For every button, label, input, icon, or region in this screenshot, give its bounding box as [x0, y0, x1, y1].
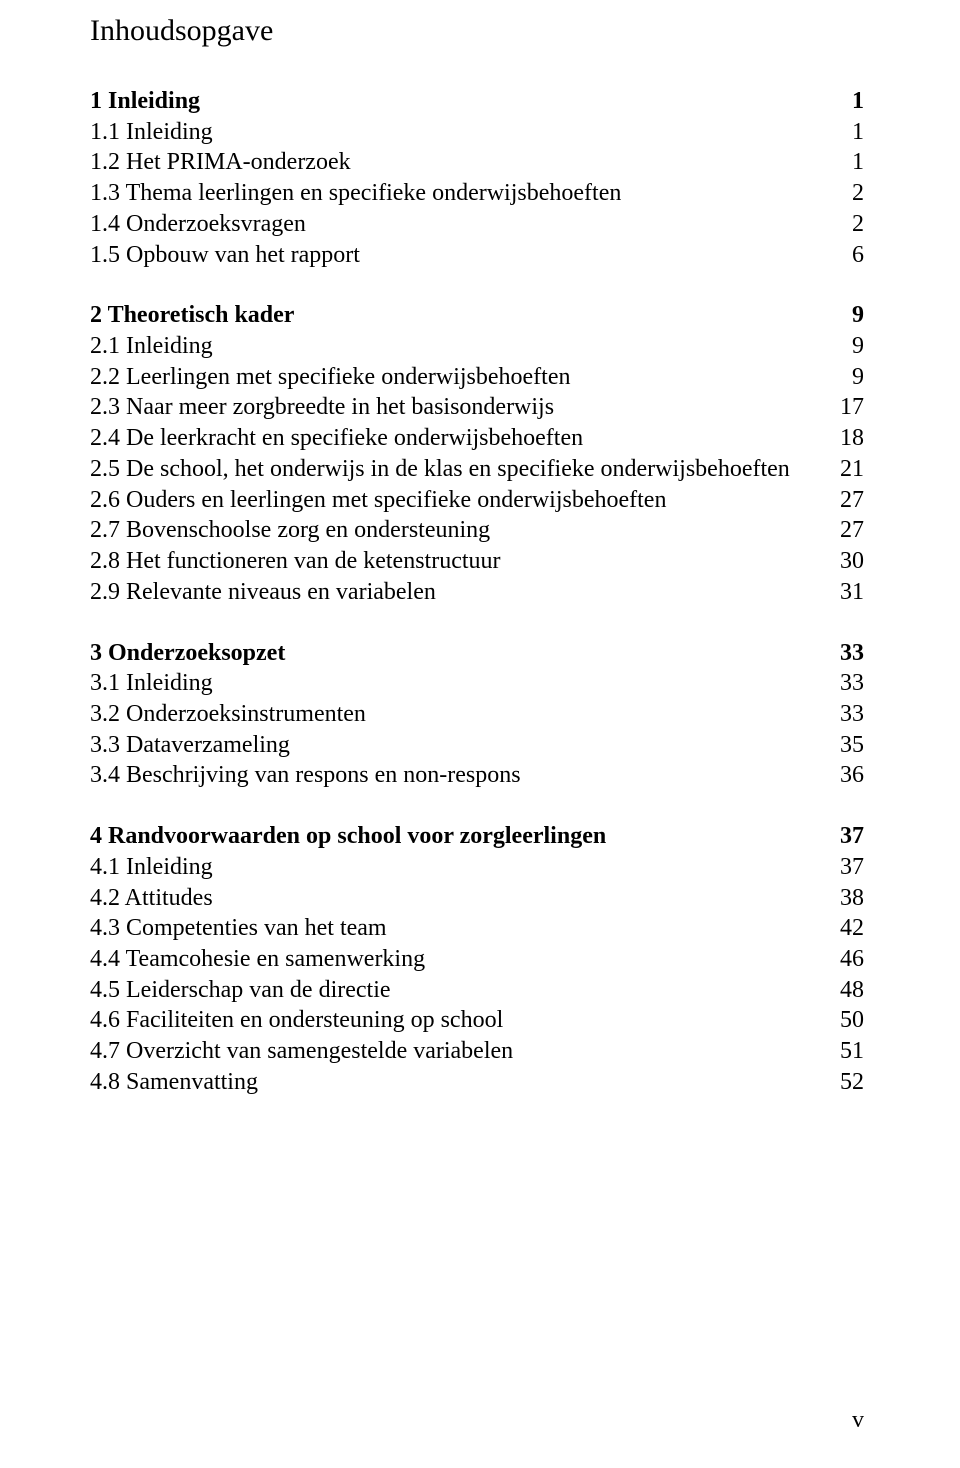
toc-item-row: 4.1 Inleiding37 [90, 852, 864, 883]
toc-section: 4 Randvoorwaarden op school voor zorglee… [90, 821, 864, 1097]
toc-item-label: 1.5 Opbouw van het rapport [90, 240, 824, 271]
toc-item-page: 21 [824, 454, 864, 485]
toc-item-label: 4.8 Samenvatting [90, 1067, 824, 1098]
toc-item-label: 4.1 Inleiding [90, 852, 824, 883]
toc-item-page: 35 [824, 730, 864, 761]
document-page: Inhoudsopgave 1 Inleiding11.1 Inleiding1… [0, 0, 960, 1468]
toc-item-row: 4.8 Samenvatting52 [90, 1067, 864, 1098]
toc-item-label: 4.7 Overzicht van samengestelde variabel… [90, 1036, 824, 1067]
toc-item-row: 3.1 Inleiding33 [90, 668, 864, 699]
toc-item-row: 1.3 Thema leerlingen en specifieke onder… [90, 178, 864, 209]
toc-heading-row: 2 Theoretisch kader9 [90, 300, 864, 331]
toc-heading-page: 37 [824, 821, 864, 852]
toc-item-label: 2.9 Relevante niveaus en variabelen [90, 577, 824, 608]
toc-item-page: 46 [824, 944, 864, 975]
toc-item-page: 17 [824, 392, 864, 423]
toc-item-page: 36 [824, 760, 864, 791]
toc-item-page: 18 [824, 423, 864, 454]
toc-item-row: 2.4 De leerkracht en specifieke onderwij… [90, 423, 864, 454]
toc-item-row: 2.6 Ouders en leerlingen met specifieke … [90, 485, 864, 516]
toc-item-label: 2.6 Ouders en leerlingen met specifieke … [90, 485, 824, 516]
toc-item-page: 31 [824, 577, 864, 608]
toc-heading-row: 3 Onderzoeksopzet33 [90, 638, 864, 669]
toc-item-label: 2.3 Naar meer zorgbreedte in het basison… [90, 392, 824, 423]
toc-item-label: 4.6 Faciliteiten en ondersteuning op sch… [90, 1005, 824, 1036]
toc-item-label: 2.4 De leerkracht en specifieke onderwij… [90, 423, 824, 454]
toc-item-page: 27 [824, 485, 864, 516]
toc-section: 1 Inleiding11.1 Inleiding11.2 Het PRIMA-… [90, 86, 864, 270]
toc-item-row: 1.5 Opbouw van het rapport6 [90, 240, 864, 271]
toc-item-label: 3.4 Beschrijving van respons en non-resp… [90, 760, 824, 791]
toc-item-row: 3.2 Onderzoeksinstrumenten33 [90, 699, 864, 730]
toc-item-page: 1 [824, 147, 864, 178]
toc-item-label: 4.5 Leiderschap van de directie [90, 975, 824, 1006]
toc-item-row: 2.8 Het functioneren van de ketenstructu… [90, 546, 864, 577]
toc-item-page: 2 [824, 209, 864, 240]
toc-item-row: 2.9 Relevante niveaus en variabelen31 [90, 577, 864, 608]
toc-item-row: 3.4 Beschrijving van respons en non-resp… [90, 760, 864, 791]
toc-item-row: 4.6 Faciliteiten en ondersteuning op sch… [90, 1005, 864, 1036]
toc-item-label: 2.7 Bovenschoolse zorg en ondersteuning [90, 515, 824, 546]
toc-item-label: 4.2 Attitudes [90, 883, 824, 914]
toc-item-row: 1.4 Onderzoeksvragen2 [90, 209, 864, 240]
toc-heading-page: 9 [824, 300, 864, 331]
toc-item-page: 27 [824, 515, 864, 546]
toc-item-page: 33 [824, 699, 864, 730]
toc-item-label: 2.1 Inleiding [90, 331, 824, 362]
toc-item-row: 4.3 Competenties van het team42 [90, 913, 864, 944]
table-of-contents: 1 Inleiding11.1 Inleiding11.2 Het PRIMA-… [90, 86, 864, 1098]
toc-item-page: 38 [824, 883, 864, 914]
toc-item-row: 2.3 Naar meer zorgbreedte in het basison… [90, 392, 864, 423]
toc-item-row: 1.1 Inleiding1 [90, 117, 864, 148]
toc-heading-row: 4 Randvoorwaarden op school voor zorglee… [90, 821, 864, 852]
toc-heading-label: 1 Inleiding [90, 86, 824, 117]
toc-heading-label: 2 Theoretisch kader [90, 300, 824, 331]
toc-item-label: 4.3 Competenties van het team [90, 913, 824, 944]
toc-item-label: 2.8 Het functioneren van de ketenstructu… [90, 546, 824, 577]
toc-item-row: 2.1 Inleiding9 [90, 331, 864, 362]
toc-item-row: 4.5 Leiderschap van de directie48 [90, 975, 864, 1006]
toc-item-label: 1.3 Thema leerlingen en specifieke onder… [90, 178, 824, 209]
toc-heading-label: 3 Onderzoeksopzet [90, 638, 824, 669]
toc-item-page: 9 [824, 331, 864, 362]
toc-item-row: 2.5 De school, het onderwijs in de klas … [90, 454, 864, 485]
toc-heading-page: 1 [824, 86, 864, 117]
toc-item-page: 1 [824, 117, 864, 148]
toc-item-row: 2.2 Leerlingen met specifieke onderwijsb… [90, 362, 864, 393]
toc-item-row: 4.7 Overzicht van samengestelde variabel… [90, 1036, 864, 1067]
toc-item-page: 52 [824, 1067, 864, 1098]
toc-item-page: 6 [824, 240, 864, 271]
page-number-footer: v [852, 1407, 864, 1434]
toc-item-label: 3.1 Inleiding [90, 668, 824, 699]
toc-item-label: 3.3 Dataverzameling [90, 730, 824, 761]
toc-item-page: 50 [824, 1005, 864, 1036]
toc-item-row: 2.7 Bovenschoolse zorg en ondersteuning2… [90, 515, 864, 546]
toc-item-label: 4.4 Teamcohesie en samenwerking [90, 944, 824, 975]
toc-heading-row: 1 Inleiding1 [90, 86, 864, 117]
toc-item-label: 1.4 Onderzoeksvragen [90, 209, 824, 240]
toc-item-page: 37 [824, 852, 864, 883]
toc-item-page: 9 [824, 362, 864, 393]
page-title: Inhoudsopgave [90, 14, 864, 48]
toc-item-page: 30 [824, 546, 864, 577]
toc-item-page: 51 [824, 1036, 864, 1067]
toc-item-row: 4.2 Attitudes38 [90, 883, 864, 914]
toc-item-label: 2.5 De school, het onderwijs in de klas … [90, 454, 824, 485]
toc-item-page: 42 [824, 913, 864, 944]
toc-item-label: 3.2 Onderzoeksinstrumenten [90, 699, 824, 730]
toc-item-page: 33 [824, 668, 864, 699]
toc-item-label: 1.2 Het PRIMA-onderzoek [90, 147, 824, 178]
toc-item-page: 48 [824, 975, 864, 1006]
toc-item-row: 1.2 Het PRIMA-onderzoek1 [90, 147, 864, 178]
toc-item-row: 4.4 Teamcohesie en samenwerking46 [90, 944, 864, 975]
toc-item-row: 3.3 Dataverzameling35 [90, 730, 864, 761]
toc-item-label: 2.2 Leerlingen met specifieke onderwijsb… [90, 362, 824, 393]
toc-heading-page: 33 [824, 638, 864, 669]
toc-heading-label: 4 Randvoorwaarden op school voor zorglee… [90, 821, 824, 852]
toc-item-page: 2 [824, 178, 864, 209]
toc-section: 3 Onderzoeksopzet333.1 Inleiding333.2 On… [90, 638, 864, 792]
toc-section: 2 Theoretisch kader92.1 Inleiding92.2 Le… [90, 300, 864, 607]
toc-item-label: 1.1 Inleiding [90, 117, 824, 148]
